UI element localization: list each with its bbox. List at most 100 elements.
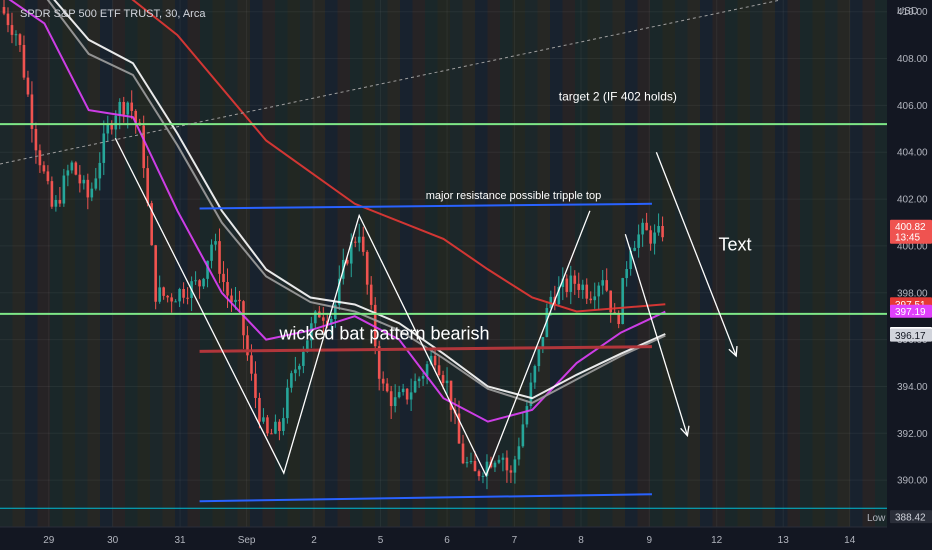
candle-body xyxy=(274,421,277,434)
candle-body xyxy=(66,170,70,176)
price-tick-label: 406.00 xyxy=(897,101,928,112)
trend-line xyxy=(0,0,781,165)
candle-body xyxy=(226,282,229,296)
arrow-shaft xyxy=(624,234,689,436)
candle-body xyxy=(349,241,353,264)
time-axis-background xyxy=(0,527,887,550)
candle-body xyxy=(517,446,521,460)
session-band xyxy=(162,0,175,527)
candle-body xyxy=(653,232,656,244)
candle-body xyxy=(389,391,393,407)
candle-body xyxy=(381,378,385,384)
session-band xyxy=(787,0,800,527)
session-band xyxy=(362,0,375,527)
candle-body xyxy=(2,7,6,14)
candle-body xyxy=(457,413,461,444)
candle-body xyxy=(238,299,241,302)
candle-body xyxy=(82,179,86,184)
candle-body xyxy=(22,44,26,78)
candle-body xyxy=(246,335,249,356)
session-band xyxy=(462,0,475,527)
candle-body xyxy=(18,34,22,45)
candle-body xyxy=(401,388,405,393)
session-band xyxy=(762,0,775,527)
session-band xyxy=(475,0,488,527)
price-badge-text: 396.17 xyxy=(895,331,926,342)
symbol-header: SPDR S&P 500 ETF TRUST, 30, Arca xyxy=(20,8,206,20)
candle-body xyxy=(373,304,377,347)
session-band xyxy=(12,0,25,527)
candle-body xyxy=(206,260,209,279)
candle-body xyxy=(42,165,46,172)
candle-body xyxy=(329,318,333,325)
session-band xyxy=(125,0,138,527)
candle-body xyxy=(234,299,237,303)
candle-body xyxy=(417,378,421,382)
candle-body xyxy=(621,278,624,325)
session-band xyxy=(525,0,538,527)
candle-body xyxy=(661,225,664,238)
price-axis[interactable]: USD390.00392.00394.00396.00398.00400.004… xyxy=(867,0,932,550)
price-badge xyxy=(890,219,932,244)
session-band xyxy=(275,0,288,527)
price-tick-label: 404.00 xyxy=(897,148,928,159)
candle-body xyxy=(385,383,389,392)
session-band xyxy=(412,0,425,527)
candle-body xyxy=(94,178,98,189)
session-band xyxy=(775,0,788,527)
candle-body xyxy=(202,278,205,287)
session-band xyxy=(375,0,388,527)
candle-body xyxy=(433,355,437,366)
candle-body xyxy=(194,280,197,282)
session-band xyxy=(800,0,813,527)
time-tick-label: 30 xyxy=(107,535,119,546)
candle-body xyxy=(429,355,433,365)
candle-body xyxy=(146,168,149,204)
candle-body xyxy=(481,475,485,477)
session-band xyxy=(487,0,500,527)
candle-body xyxy=(98,162,102,179)
candle-body xyxy=(593,296,597,301)
candle-body xyxy=(561,278,565,287)
session-band xyxy=(862,0,875,527)
candle-body xyxy=(242,301,245,336)
candle-body xyxy=(573,275,577,284)
candle-body xyxy=(298,365,301,370)
trend-line xyxy=(199,345,652,353)
session-band xyxy=(450,0,463,527)
candle-body xyxy=(477,471,481,477)
session-band xyxy=(325,0,338,527)
session-band xyxy=(437,0,450,527)
candle-body xyxy=(521,424,525,447)
candle-body xyxy=(493,462,497,468)
candle-body xyxy=(222,273,225,283)
candle-body xyxy=(134,110,138,123)
candle-body xyxy=(174,301,177,303)
candle-body xyxy=(182,288,185,298)
candle-body xyxy=(601,280,605,286)
moving-average-line xyxy=(53,0,666,400)
time-tick-label: 9 xyxy=(647,535,653,546)
candle-body xyxy=(413,381,417,393)
session-band xyxy=(675,0,688,527)
candle-body xyxy=(186,297,189,299)
candle-body xyxy=(565,278,569,292)
candle-body xyxy=(166,295,169,298)
session-band xyxy=(650,0,663,527)
annotation-text: Text xyxy=(718,235,751,255)
candle-body xyxy=(613,312,616,314)
annotation-text: major resistance possible tripple top xyxy=(426,190,601,202)
candle-body xyxy=(569,275,573,292)
candle-body xyxy=(254,373,257,398)
session-band xyxy=(537,0,550,527)
candle-body xyxy=(637,234,640,248)
candle-body xyxy=(537,346,541,367)
candle-body xyxy=(38,150,42,166)
candle-body xyxy=(258,397,261,422)
moving-average-line xyxy=(131,0,666,313)
candle-body xyxy=(198,280,201,287)
time-axis[interactable]: 29 30 31 Sep 2 5 6 7 8 9 12 13 14 xyxy=(0,526,887,550)
candle-body xyxy=(577,283,581,290)
session-band xyxy=(312,0,325,527)
